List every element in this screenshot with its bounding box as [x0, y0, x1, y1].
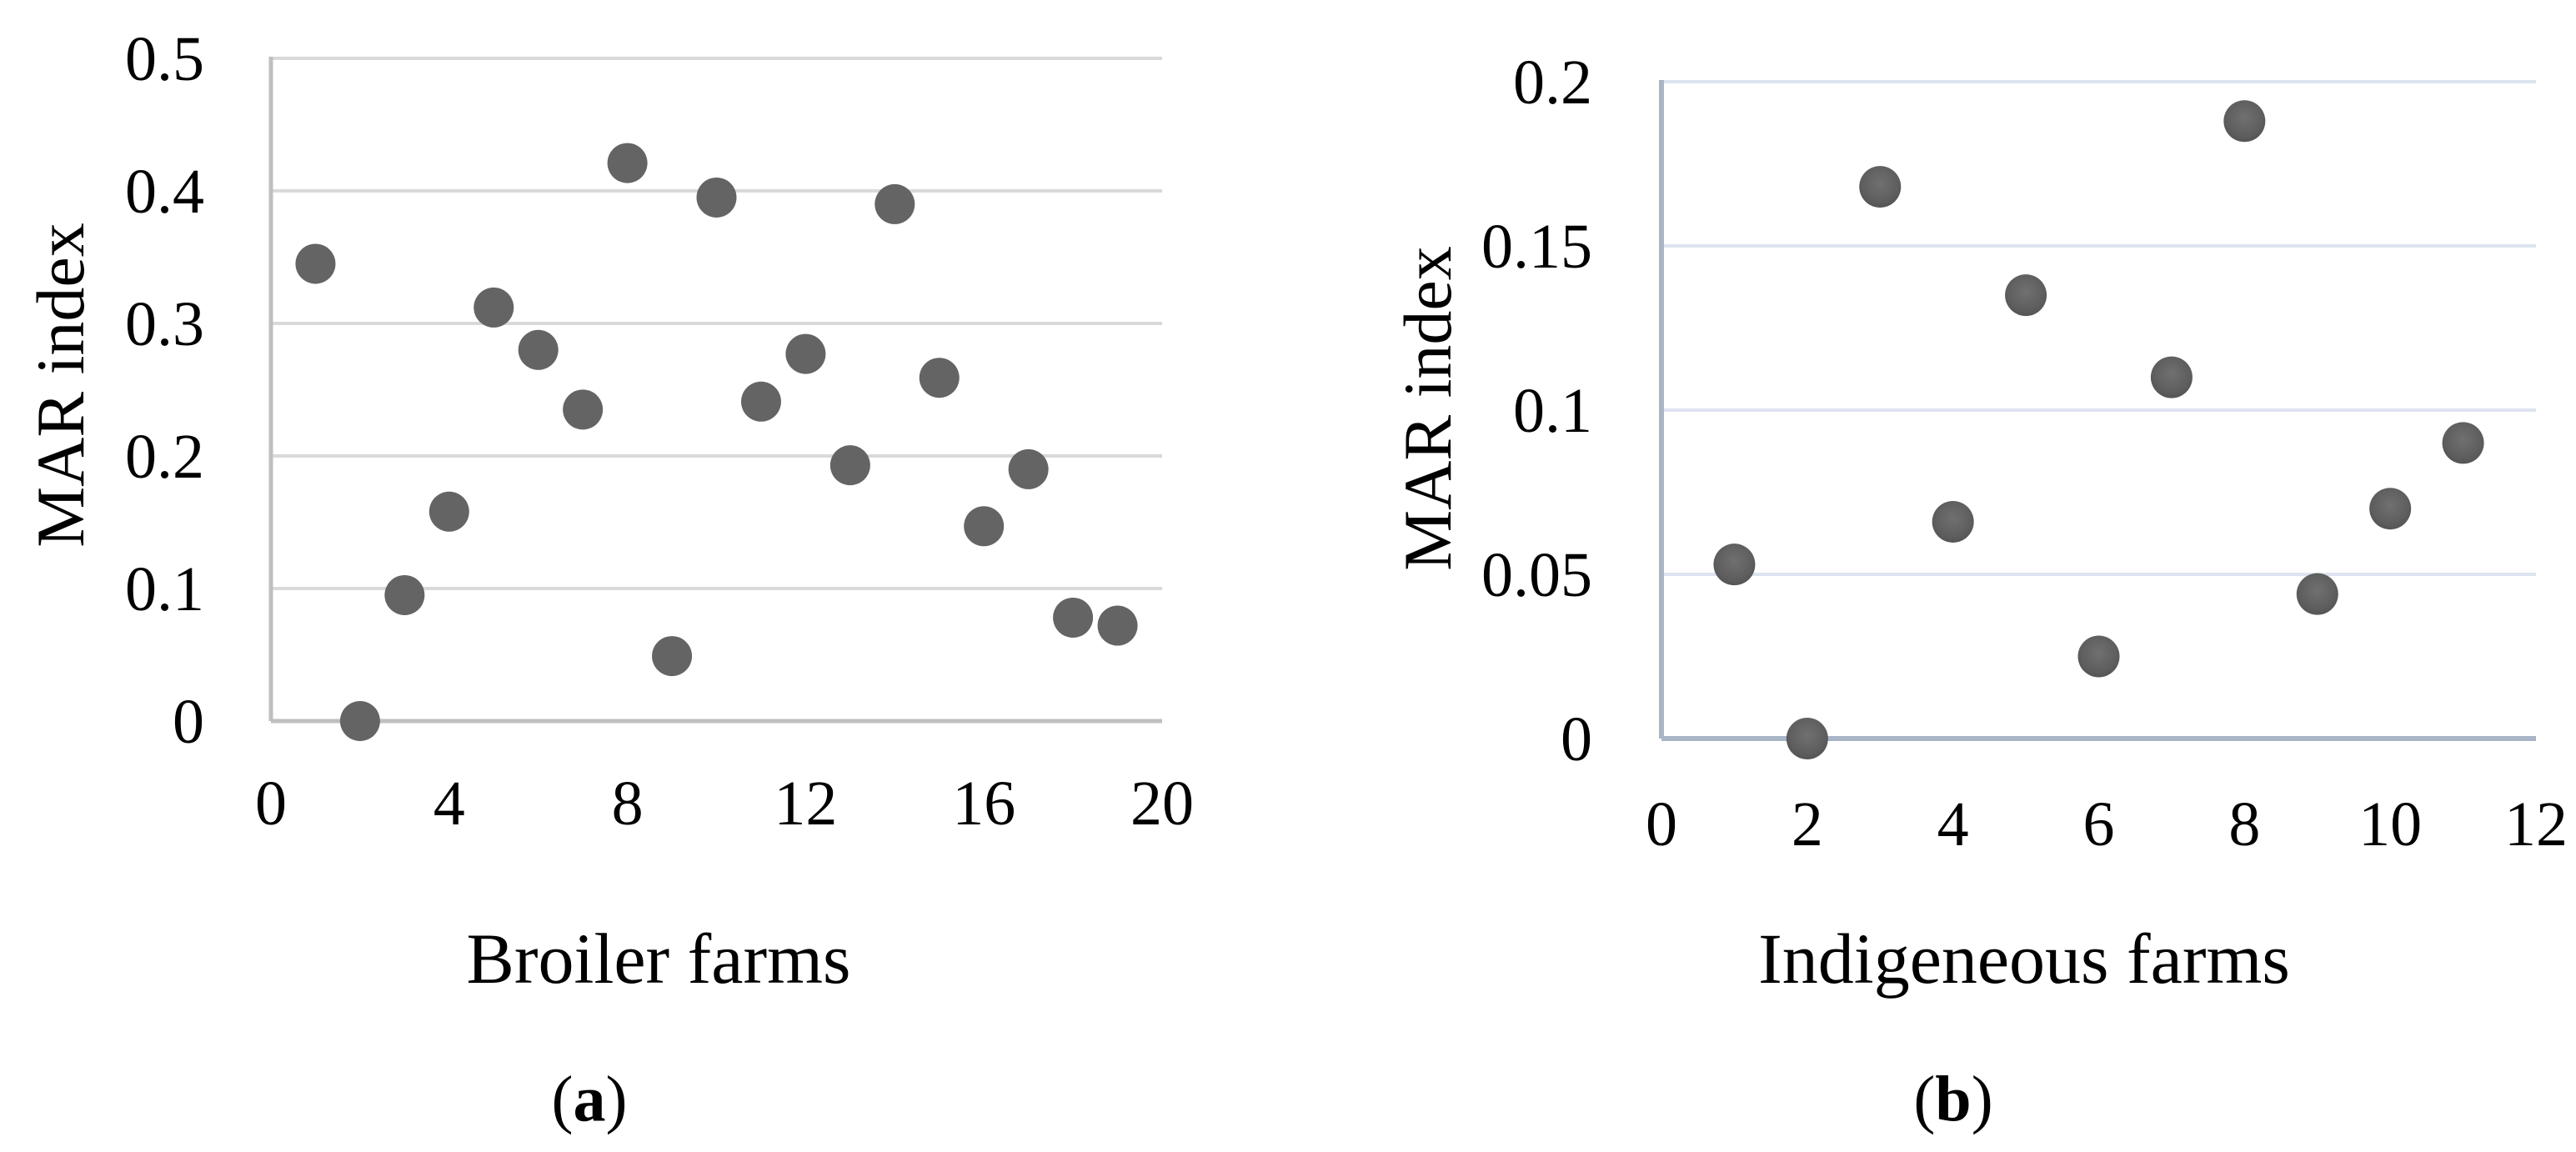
data-point — [1053, 597, 1094, 638]
data-point — [563, 389, 604, 430]
data-point — [1713, 543, 1756, 586]
data-points-b — [1713, 100, 2484, 759]
panel-caption: (b) — [1913, 1063, 1992, 1135]
panel-caption: (a) — [552, 1063, 628, 1135]
x-tick-label: 0 — [1646, 789, 1677, 859]
x-tick-label: 2 — [1792, 789, 1823, 859]
data-point — [384, 574, 425, 615]
data-point — [2005, 274, 2047, 317]
y-tick-label: 0.1 — [1513, 376, 1592, 446]
x-tick-label: 10 — [2358, 789, 2422, 859]
gridlines-a — [271, 57, 1162, 724]
y-axis-title: MAR index — [1390, 246, 1466, 571]
x-tick-labels-a: 0 4 8 12 16 20 — [255, 769, 1194, 839]
x-tick-label: 12 — [2504, 789, 2568, 859]
data-point — [2150, 356, 2193, 398]
caption-open-paren: ( — [1913, 1063, 1935, 1135]
caption-close-paren: ) — [606, 1063, 628, 1135]
data-point — [2296, 573, 2338, 615]
y-tick-label: 0.15 — [1481, 212, 1592, 282]
x-tick-label: 4 — [434, 769, 465, 839]
y-axis-title: MAR index — [23, 223, 98, 548]
data-points-a — [295, 143, 1138, 741]
data-point — [740, 381, 781, 422]
y-tick-label: 0 — [173, 687, 204, 757]
x-tick-label: 8 — [2228, 789, 2260, 859]
caption-open-paren: ( — [552, 1063, 574, 1135]
y-tick-label: 0.1 — [125, 554, 204, 624]
caption-letter: a — [574, 1063, 606, 1135]
data-point — [2223, 100, 2266, 143]
caption-close-paren: ) — [1972, 1063, 1993, 1135]
x-tick-label: 4 — [1937, 789, 1969, 859]
y-tick-label: 0.05 — [1481, 540, 1592, 610]
y-tick-label: 0 — [1561, 704, 1592, 774]
x-tick-label: 8 — [612, 769, 644, 839]
y-tick-label: 0.4 — [125, 157, 204, 227]
x-tick-label: 12 — [774, 769, 837, 839]
y-tick-label: 0.2 — [1513, 48, 1592, 118]
data-point — [607, 143, 648, 183]
data-point — [1097, 605, 1138, 646]
data-point — [2077, 635, 2120, 678]
data-point — [2442, 422, 2484, 464]
data-point — [339, 701, 380, 741]
data-point — [1859, 166, 1902, 208]
data-point — [919, 358, 960, 398]
data-point — [474, 287, 514, 328]
x-tick-labels-b: 0 2 4 6 8 10 12 — [1646, 789, 2568, 859]
data-point — [785, 333, 826, 374]
data-point — [964, 506, 1005, 547]
data-point — [875, 183, 915, 224]
x-tick-label: 16 — [952, 769, 1015, 839]
data-point — [696, 177, 737, 218]
y-tick-label: 0.2 — [125, 422, 204, 492]
scatter-plot-a: 0.5 0.4 0.3 0.2 0.1 00 4 8 12 16 20 MAR index Broile… — [23, 24, 1194, 1135]
x-tick-label: 20 — [1130, 769, 1194, 839]
caption-letter: b — [1935, 1063, 1971, 1135]
x-axis-title: Broiler farms — [467, 919, 851, 999]
data-point — [518, 329, 559, 370]
data-point — [428, 491, 469, 532]
y-tick-label: 0.3 — [125, 289, 204, 359]
x-tick-label: 6 — [2083, 789, 2115, 859]
x-axis-title: Indigeneous farms — [1758, 919, 2290, 999]
data-point — [295, 243, 336, 284]
data-point — [652, 636, 693, 677]
scatter-plot-b: 0.2 0.15 0.1 0.05 00 2 4 6 8 10 12 MAR index Indigen… — [1390, 48, 2568, 1135]
y-tick-labels-b: 0.2 0.15 0.1 0.05 0 — [1481, 48, 1592, 774]
y-tick-label: 0.5 — [125, 24, 204, 94]
x-tick-label: 0 — [255, 769, 287, 839]
data-point — [1008, 448, 1049, 489]
y-tick-labels-a: 0.5 0.4 0.3 0.2 0.1 0 — [125, 24, 204, 757]
data-point — [1932, 500, 1974, 543]
data-point — [1786, 718, 1828, 759]
data-point — [2369, 488, 2412, 530]
data-point — [829, 445, 870, 486]
